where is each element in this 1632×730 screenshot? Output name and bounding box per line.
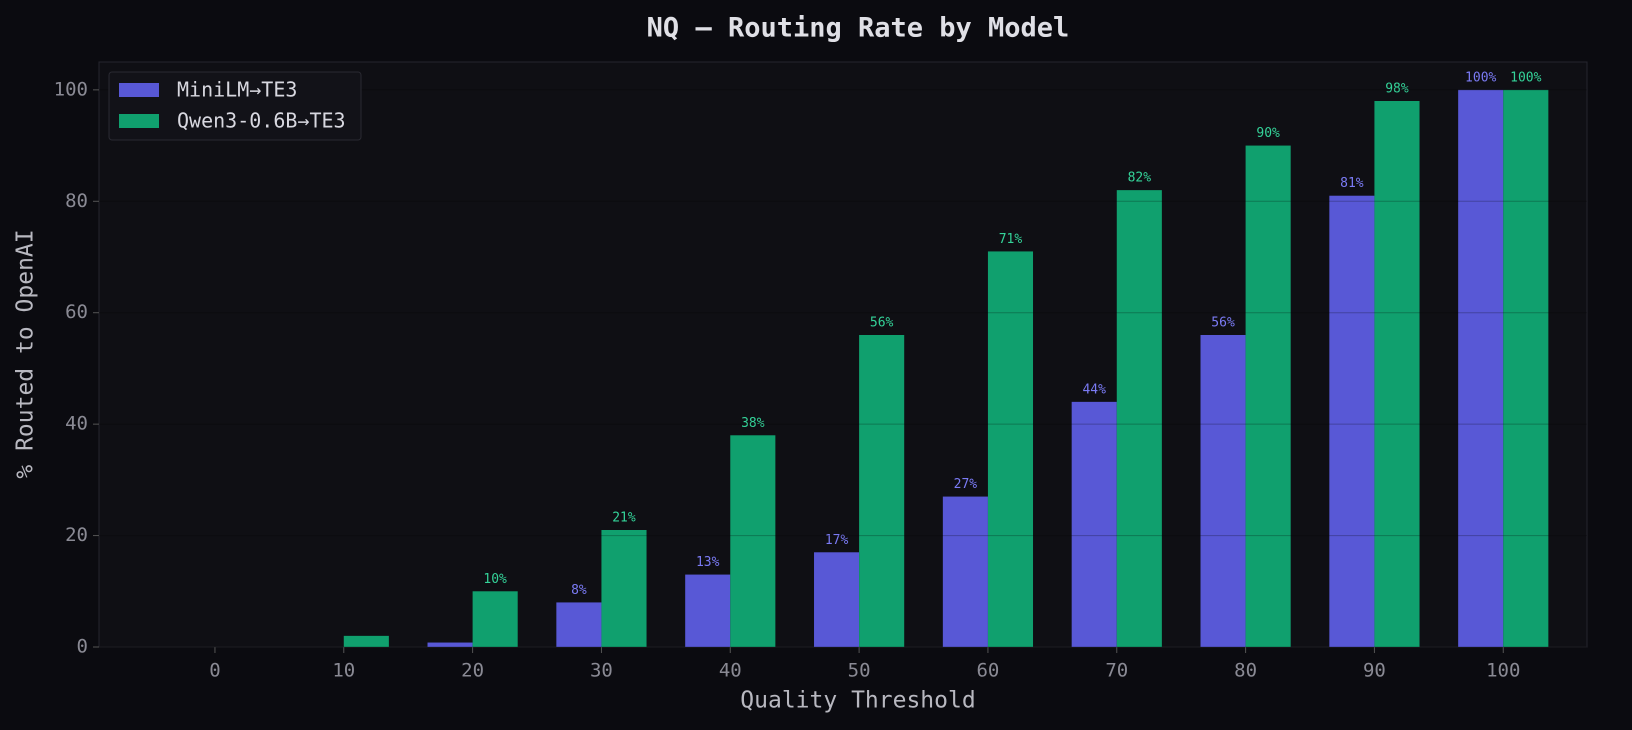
x-tick-label: 40	[719, 660, 742, 682]
legend-swatch	[119, 114, 159, 128]
value-label: 98%	[1385, 82, 1409, 97]
value-label: 13%	[696, 555, 720, 570]
legend-swatch	[119, 83, 159, 97]
value-label: 100%	[1465, 70, 1496, 85]
value-label: 82%	[1128, 171, 1152, 186]
value-label: 38%	[741, 416, 765, 431]
bar	[1245, 145, 1291, 648]
value-label: 21%	[612, 511, 636, 526]
value-label: 90%	[1256, 126, 1280, 141]
bar	[685, 574, 731, 647]
x-tick-label: 100	[1486, 660, 1520, 682]
y-axis-label: % Routed to OpenAI	[13, 229, 39, 478]
y-tick-label: 60	[65, 301, 88, 323]
value-label: 71%	[999, 232, 1023, 247]
bar	[1374, 101, 1420, 647]
legend-label: MiniLM→TE3	[177, 78, 297, 102]
bar	[1071, 401, 1117, 647]
bar	[1503, 89, 1549, 648]
bar	[1458, 89, 1504, 648]
x-tick-label: 20	[461, 660, 484, 682]
y-tick-label: 0	[77, 636, 88, 658]
value-label: 8%	[571, 583, 587, 598]
bar	[859, 335, 905, 647]
bar	[730, 435, 776, 647]
bar	[942, 496, 988, 647]
bar	[472, 591, 518, 647]
legend-label: Qwen3-0.6B→TE3	[177, 109, 346, 133]
y-tick-label: 40	[65, 413, 88, 435]
value-label: 100%	[1510, 70, 1541, 85]
bar	[1200, 335, 1246, 647]
x-tick-label: 70	[1105, 660, 1128, 682]
bar	[814, 552, 860, 647]
x-tick-label: 80	[1234, 660, 1257, 682]
value-label: 44%	[1082, 382, 1106, 397]
x-tick-label: 90	[1363, 660, 1386, 682]
bar	[1116, 190, 1162, 647]
x-tick-label: 50	[848, 660, 871, 682]
bars	[343, 89, 1549, 648]
bar	[1329, 195, 1375, 647]
legend-box	[108, 71, 362, 141]
x-axis-label: Quality Threshold	[740, 688, 975, 714]
y-tick-label: 80	[65, 190, 88, 212]
value-label: 56%	[1211, 316, 1235, 331]
value-label: 27%	[954, 477, 978, 492]
bar	[427, 642, 473, 647]
value-label: 81%	[1340, 176, 1364, 191]
bar	[343, 635, 389, 647]
x-tick-label: 10	[332, 660, 355, 682]
value-label: 17%	[825, 533, 849, 548]
y-tick-label: 20	[65, 524, 88, 546]
x-tick-label: 30	[590, 660, 613, 682]
value-label: 10%	[483, 572, 507, 587]
x-tick-label: 60	[976, 660, 999, 682]
bar	[556, 602, 602, 647]
value-label: 56%	[870, 316, 894, 331]
bar	[987, 251, 1034, 647]
x-tick-label: 0	[209, 660, 220, 682]
y-tick-label: 100	[54, 78, 88, 100]
bar	[601, 530, 647, 647]
chart-title: NQ — Routing Rate by Model	[647, 13, 1070, 44]
